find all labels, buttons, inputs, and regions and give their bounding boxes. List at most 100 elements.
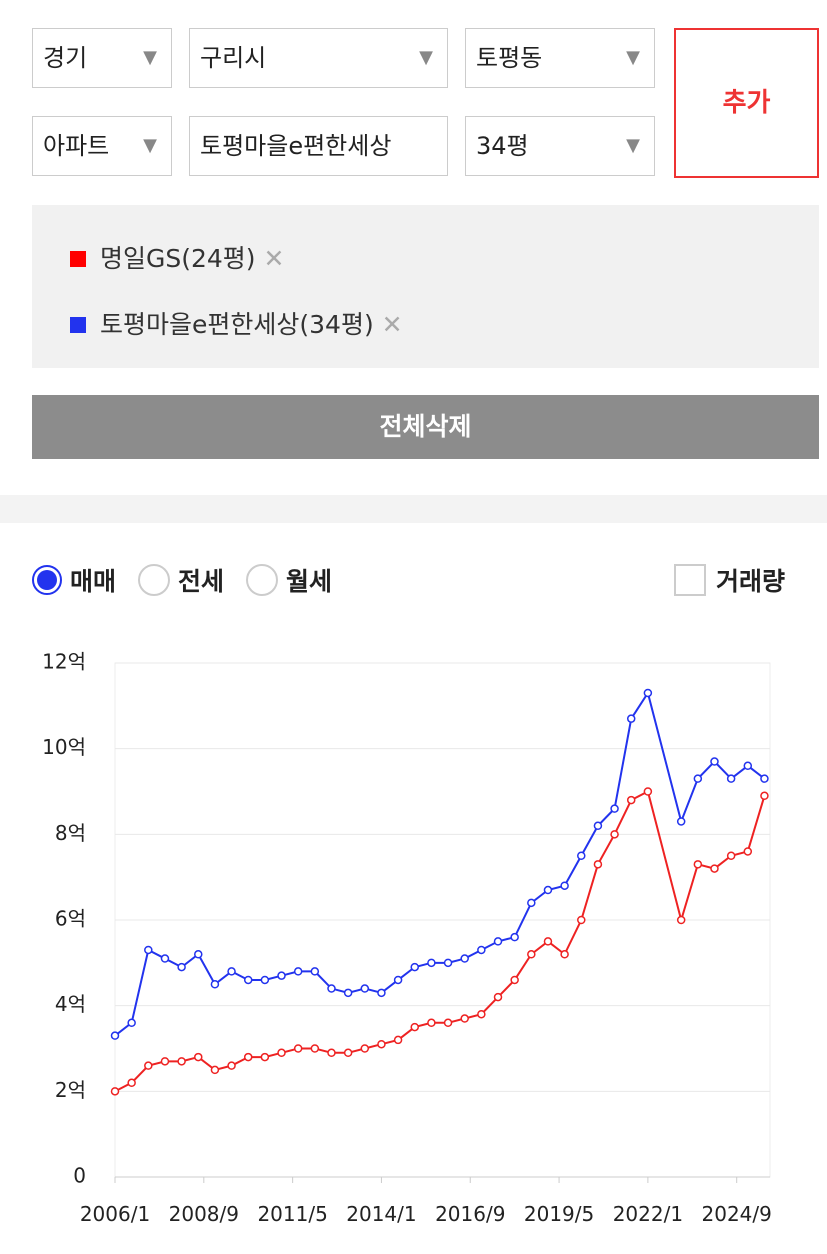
point bbox=[743, 847, 753, 856]
remove[interactable]: ✕ bbox=[263, 244, 285, 273]
point bbox=[177, 962, 186, 972]
x-tick-label: 2008/9 bbox=[169, 1202, 239, 1226]
point bbox=[760, 774, 769, 783]
point bbox=[393, 1035, 403, 1045]
swatch bbox=[70, 317, 86, 333]
point bbox=[343, 1048, 353, 1058]
point bbox=[676, 915, 686, 925]
clear-button[interactable]: 전체삭제 bbox=[32, 395, 819, 459]
province-select[interactable]: 경기 ▼ bbox=[32, 28, 172, 88]
radio[interactable] bbox=[246, 564, 279, 596]
select-text: 토평마을e편한세상 bbox=[200, 132, 392, 160]
point bbox=[477, 1009, 486, 1019]
point bbox=[760, 791, 769, 801]
point bbox=[427, 1018, 436, 1028]
point bbox=[110, 1031, 120, 1040]
volume-check[interactable]: 거래량 bbox=[674, 562, 785, 598]
radio-label: 전세 bbox=[178, 567, 225, 596]
x-tick-label: 2016/9 bbox=[435, 1202, 505, 1226]
swatch bbox=[70, 251, 86, 267]
point bbox=[210, 980, 220, 989]
divider bbox=[0, 495, 827, 523]
point bbox=[393, 975, 403, 985]
point bbox=[243, 1052, 253, 1062]
point bbox=[377, 988, 386, 998]
dong-select[interactable]: 토평동 ▼ bbox=[465, 28, 655, 88]
y-tick-label: 6억 bbox=[55, 907, 86, 931]
point bbox=[127, 1078, 136, 1088]
select-text: 34평 bbox=[476, 132, 529, 160]
size-select[interactable]: 34평 ▼ bbox=[465, 116, 655, 176]
point bbox=[293, 1044, 303, 1053]
radio-label: 매매 bbox=[70, 567, 117, 596]
point bbox=[643, 688, 653, 698]
point bbox=[510, 975, 519, 985]
complex-select[interactable]: 토평마을e편한세상 bbox=[189, 116, 448, 176]
radio-label: 월세 bbox=[286, 567, 333, 596]
point bbox=[327, 984, 336, 993]
point bbox=[194, 1052, 203, 1062]
point bbox=[543, 937, 553, 946]
y-tick-label: 12억 bbox=[42, 650, 86, 674]
item-label: 토평마을e편한세상(34평) bbox=[100, 310, 374, 339]
point bbox=[293, 967, 303, 976]
point bbox=[527, 898, 536, 908]
point bbox=[194, 950, 203, 959]
radio[interactable] bbox=[32, 565, 62, 595]
point bbox=[543, 885, 553, 895]
point bbox=[243, 975, 253, 985]
point bbox=[593, 860, 603, 869]
point bbox=[160, 954, 170, 963]
radio[interactable] bbox=[138, 564, 171, 596]
x-tick-label: 2022/1 bbox=[613, 1202, 683, 1226]
point bbox=[260, 975, 270, 985]
point bbox=[610, 804, 619, 813]
point bbox=[693, 860, 703, 869]
point bbox=[227, 967, 236, 976]
y-tick-label: 0 bbox=[73, 1164, 86, 1188]
point bbox=[726, 851, 736, 860]
point bbox=[410, 1022, 419, 1032]
point bbox=[427, 958, 436, 968]
point bbox=[144, 1061, 153, 1070]
point bbox=[643, 787, 653, 796]
point bbox=[460, 954, 469, 963]
point bbox=[510, 932, 519, 942]
point bbox=[477, 945, 486, 955]
select-text: 토평동 bbox=[476, 44, 543, 72]
point bbox=[127, 1018, 136, 1028]
point bbox=[310, 967, 320, 976]
point bbox=[443, 1018, 453, 1028]
y-tick-label: 10억 bbox=[42, 735, 86, 759]
point bbox=[360, 1044, 370, 1053]
city-select[interactable]: 구리시 ▼ bbox=[189, 28, 448, 88]
select-text: 아파트 bbox=[43, 132, 110, 160]
item-label: 명일GS(24평) bbox=[100, 244, 256, 273]
point bbox=[626, 795, 636, 805]
chart: 0 2억 4억 6억 8억 10억 12억 2006/1 2008/9 2011/5 2014/1 2… bbox=[42, 650, 772, 1227]
y-tick-label: 8억 bbox=[55, 821, 86, 845]
point bbox=[460, 1014, 469, 1023]
point bbox=[310, 1044, 320, 1053]
point bbox=[493, 937, 503, 946]
point bbox=[726, 774, 736, 783]
point bbox=[577, 915, 586, 925]
point bbox=[710, 864, 719, 873]
point bbox=[626, 714, 636, 723]
select-text: 구리시 bbox=[200, 44, 267, 72]
kind-select[interactable]: 아파트 ▼ bbox=[32, 116, 172, 176]
point bbox=[593, 821, 603, 831]
point bbox=[493, 992, 503, 1002]
point bbox=[277, 971, 286, 980]
remove[interactable]: ✕ bbox=[381, 310, 403, 339]
point bbox=[710, 757, 719, 766]
point bbox=[377, 1039, 386, 1049]
point bbox=[210, 1065, 220, 1075]
select-text: 경기 bbox=[43, 44, 88, 72]
point bbox=[277, 1048, 286, 1058]
point bbox=[676, 817, 686, 826]
y-tick-label: 2억 bbox=[55, 1078, 86, 1102]
add-button[interactable]: 추가 bbox=[674, 28, 819, 178]
point bbox=[144, 945, 153, 955]
